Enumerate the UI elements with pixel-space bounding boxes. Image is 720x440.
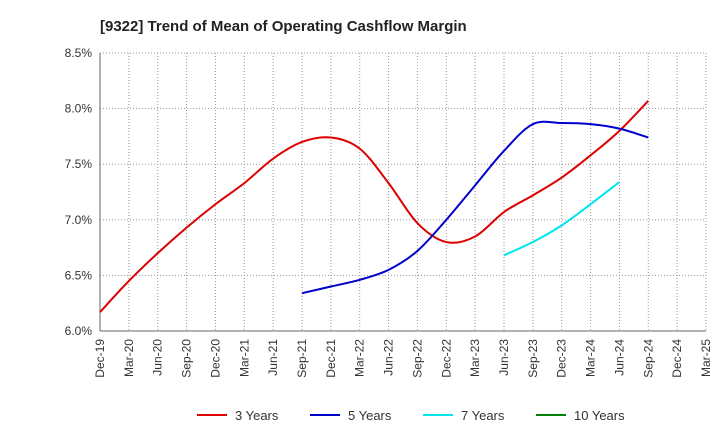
x-tick-label: Dec-20 — [208, 339, 222, 378]
x-tick-label: Mar-24 — [584, 339, 598, 377]
y-tick-label: 8.0% — [65, 102, 93, 116]
x-tick-label: Jun-22 — [382, 339, 396, 376]
y-tick-label: 6.0% — [65, 324, 93, 338]
x-tick-label: Dec-23 — [555, 339, 569, 378]
y-tick-label: 7.0% — [65, 213, 93, 227]
legend-label-5-years: 5 Years — [348, 408, 392, 423]
x-tick-label: Mar-25 — [699, 339, 713, 377]
x-tick-label: Sep-24 — [641, 339, 655, 378]
legend: 3 Years 5 Years 7 Years 10 Years — [197, 408, 625, 423]
legend-label-7-years: 7 Years — [461, 408, 505, 423]
x-tick-label: Mar-21 — [237, 339, 251, 377]
x-tick-label: Dec-22 — [439, 339, 453, 378]
x-tick-label: Sep-23 — [526, 339, 540, 378]
x-tick-label: Sep-21 — [295, 339, 309, 378]
plot-background — [100, 53, 706, 331]
legend-label-3-years: 3 Years — [235, 408, 279, 423]
plot-area: 6.0% 6.5% 7.0% 7.5% 8.0% 8.5% Dec-19 Mar-20 Jun-… — [65, 46, 713, 378]
x-tick-label: Dec-21 — [324, 339, 338, 378]
legend-label-10-years: 10 Years — [574, 408, 625, 423]
x-tick-label: Mar-23 — [468, 339, 482, 377]
x-tick-label: Dec-19 — [93, 339, 107, 378]
x-tick-label: Jun-20 — [151, 339, 165, 376]
series-line-7-years — [503, 181, 621, 257]
series-line-3-years — [99, 100, 650, 313]
x-tick-label: Jun-21 — [266, 339, 280, 376]
x-tick-label: Jun-23 — [497, 339, 511, 376]
chart-title: [9322] Trend of Mean of Operating Cashfl… — [100, 18, 467, 35]
y-tick-label: 7.5% — [65, 157, 93, 171]
y-tick-label: 6.5% — [65, 268, 93, 282]
x-tick-label: Sep-20 — [180, 339, 194, 378]
x-tick-label: Mar-20 — [122, 339, 136, 377]
x-tick-label: Jun-24 — [612, 339, 626, 376]
x-tick-label: Mar-22 — [353, 339, 367, 377]
series-line-5-years — [301, 120, 649, 295]
x-tick-label: Dec-24 — [670, 339, 684, 378]
x-tick-label: Sep-22 — [410, 339, 424, 378]
y-tick-label: 8.5% — [65, 46, 93, 60]
